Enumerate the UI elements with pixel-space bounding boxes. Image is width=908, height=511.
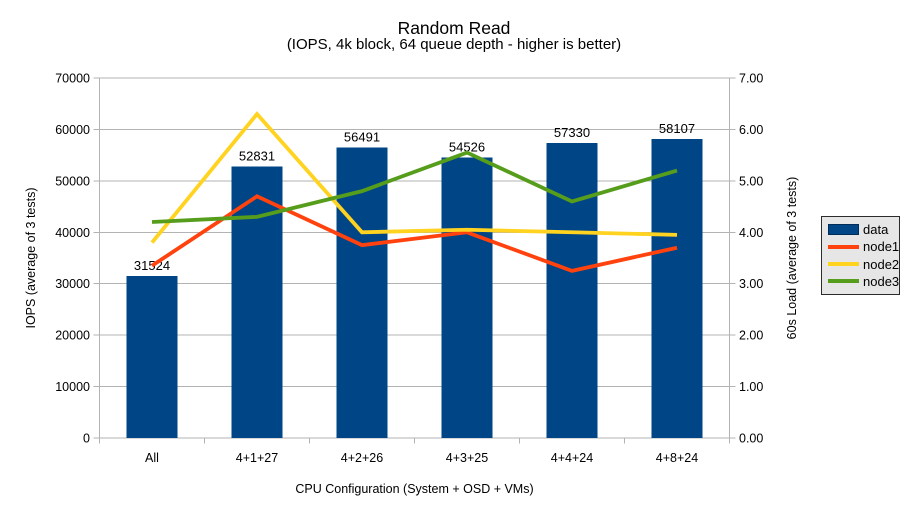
right-axis-tick-label: 1.00 (739, 380, 763, 394)
x-axis-title: CPU Configuration (System + OSD + VMs) (295, 482, 534, 496)
right-axis-title: 60s Load (average of 3 tests) (785, 176, 799, 340)
right-axis-tick-label: 3.00 (739, 277, 763, 291)
legend-label-node1: node1 (863, 239, 900, 255)
legend-item-data: data (828, 223, 893, 236)
left-axis-title: IOPS (average of 3 tests) (24, 187, 38, 329)
right-axis-tick-label: 4.00 (739, 226, 763, 240)
right-axis-tick-label: 7.00 (739, 72, 763, 86)
left-axis-tick-label: 70000 (55, 72, 90, 86)
legend-item-node1: node1 (828, 240, 899, 253)
right-axis-tick-label: 0.00 (739, 432, 763, 446)
left-axis-tick-label: 10000 (55, 380, 90, 394)
right-axis-tick-label: 2.00 (739, 329, 763, 343)
left-axis-tick-label: 60000 (55, 123, 90, 137)
bar-value-label: 56491 (344, 129, 380, 144)
bar-4+3+25 (441, 157, 493, 438)
chart-subtitle: (IOPS, 4k block, 64 queue depth - higher… (286, 36, 622, 53)
x-category-label: 4+4+24 (551, 451, 593, 465)
line-node2 (150, 111, 678, 244)
legend-item-node3: node3 (828, 275, 899, 288)
x-category-label: 4+3+25 (446, 451, 488, 465)
left-axis-tick-label: 50000 (55, 174, 90, 188)
bar-value-label: 58107 (659, 121, 695, 136)
bar-value-label: 52831 (239, 148, 275, 163)
legend: data node1 node2 node3 (821, 216, 900, 295)
right-axis-tick-label: 6.00 (739, 123, 763, 137)
left-axis-tick-label: 30000 (55, 277, 90, 291)
x-category-label: 4+2+26 (341, 451, 383, 465)
x-category-label: All (145, 451, 159, 465)
legend-label-node2: node2 (863, 256, 900, 272)
legend-label-data: data (863, 222, 889, 238)
bar-All (126, 275, 178, 438)
bar-4+4+24 (546, 143, 598, 438)
bar-swatch-icon (828, 224, 859, 236)
legend-label-node3: node3 (863, 273, 900, 289)
left-axis-tick-label: 0 (83, 432, 90, 446)
legend-item-node2: node2 (828, 258, 899, 271)
bar-4+8+24 (651, 139, 703, 438)
x-category-label: 4+8+24 (656, 451, 698, 465)
right-axis-tick-label: 5.00 (739, 174, 763, 188)
bar-value-label: 57330 (554, 125, 590, 140)
line-swatch-icon (828, 258, 859, 270)
left-axis-tick-label: 20000 (55, 329, 90, 343)
x-category-label: 4+1+27 (236, 451, 278, 465)
chart-title: Random Read (397, 18, 511, 38)
line-node1 (150, 194, 678, 273)
left-axis-tick-label: 40000 (55, 226, 90, 240)
line-swatch-icon (828, 241, 859, 253)
line-node3 (151, 150, 678, 224)
bar-value-label: 54526 (449, 140, 485, 155)
line-swatch-icon (828, 275, 859, 287)
